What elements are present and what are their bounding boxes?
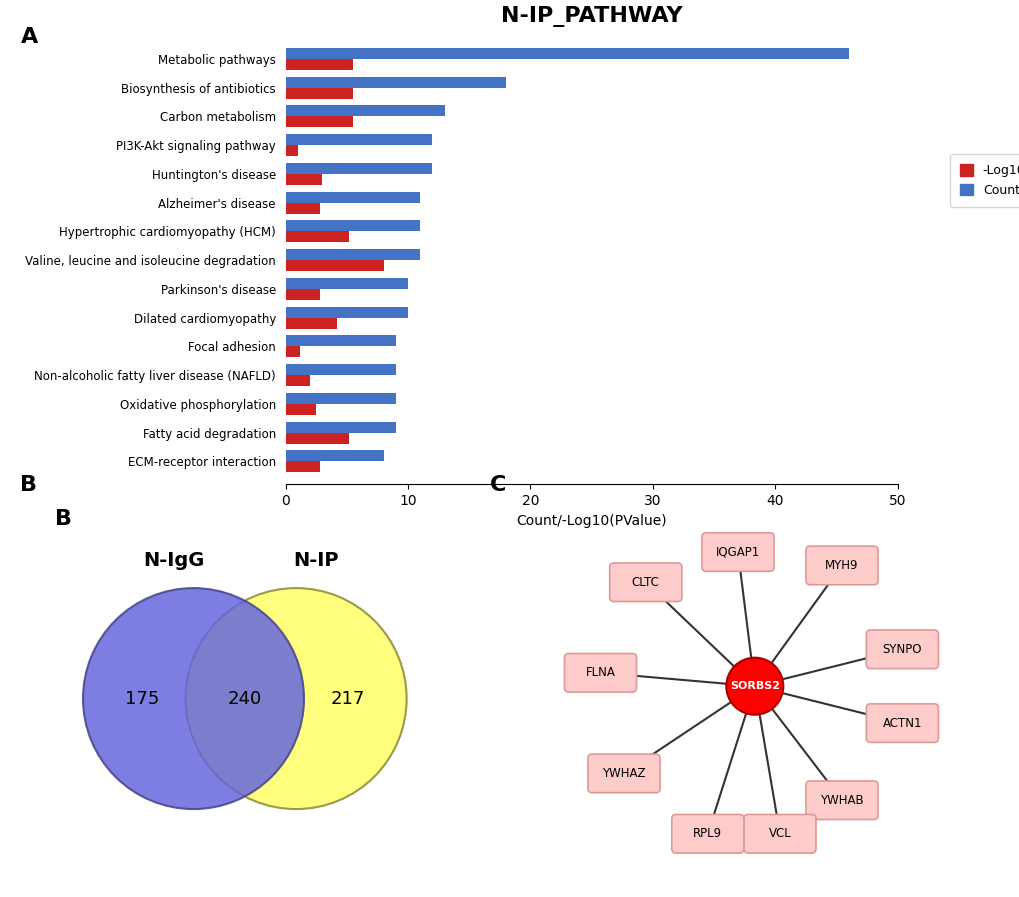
Text: N-IP: N-IP (292, 551, 338, 570)
Text: CLTC: CLTC (631, 576, 659, 588)
Text: RPL9: RPL9 (693, 827, 721, 840)
Text: SYNPO: SYNPO (881, 643, 921, 656)
Text: A: A (20, 27, 38, 47)
Bar (285, 450, 383, 461)
Text: VCL: VCL (768, 827, 791, 840)
Bar (285, 249, 420, 260)
FancyBboxPatch shape (587, 754, 659, 793)
FancyBboxPatch shape (805, 546, 877, 585)
FancyBboxPatch shape (609, 563, 681, 602)
FancyBboxPatch shape (865, 630, 937, 668)
Text: ACTN1: ACTN1 (881, 717, 921, 729)
Bar (285, 77, 505, 88)
Bar (285, 203, 320, 213)
Bar (285, 307, 408, 318)
Text: MYH9: MYH9 (824, 559, 858, 572)
Text: 175: 175 (125, 690, 159, 708)
Bar (285, 260, 383, 271)
Bar (285, 88, 353, 99)
Bar (285, 221, 420, 231)
FancyBboxPatch shape (672, 814, 743, 853)
Bar (285, 117, 353, 127)
Bar (285, 335, 395, 346)
FancyBboxPatch shape (743, 814, 815, 853)
Bar (285, 59, 353, 70)
Bar (285, 364, 395, 375)
Bar (285, 375, 310, 386)
Text: 240: 240 (227, 690, 262, 708)
Circle shape (185, 588, 407, 809)
Bar (285, 192, 420, 203)
Text: 217: 217 (330, 690, 364, 708)
Text: FLNA: FLNA (585, 666, 614, 679)
X-axis label: Count/-Log10(PValue): Count/-Log10(PValue) (516, 514, 666, 527)
Text: YWHAB: YWHAB (819, 794, 863, 806)
Bar (285, 48, 848, 59)
FancyBboxPatch shape (865, 704, 937, 743)
Bar (285, 174, 322, 185)
FancyBboxPatch shape (805, 781, 877, 820)
Bar (285, 393, 395, 404)
Bar (285, 422, 395, 432)
Bar (285, 278, 408, 289)
Text: IQGAP1: IQGAP1 (715, 545, 759, 559)
Legend: -Log10(PValue), Count: -Log10(PValue), Count (950, 154, 1019, 206)
Text: B: B (55, 509, 72, 529)
Bar (285, 106, 444, 117)
Bar (285, 318, 336, 328)
Circle shape (726, 658, 783, 715)
FancyBboxPatch shape (564, 654, 636, 692)
Title: N-IP_PATHWAY: N-IP_PATHWAY (500, 6, 682, 27)
Bar (285, 432, 348, 443)
Text: B: B (20, 475, 38, 495)
Text: C: C (489, 475, 505, 495)
Bar (285, 461, 320, 473)
Bar (285, 231, 348, 242)
Text: YWHAZ: YWHAZ (601, 767, 645, 779)
Bar (285, 135, 432, 145)
Bar (285, 145, 298, 156)
Bar (285, 163, 432, 174)
Text: SORBS2: SORBS2 (729, 681, 780, 692)
Text: N-IgG: N-IgG (143, 551, 204, 570)
Bar (285, 346, 300, 357)
Circle shape (83, 588, 304, 809)
Bar (285, 404, 316, 414)
FancyBboxPatch shape (701, 533, 773, 571)
Bar (285, 289, 320, 300)
